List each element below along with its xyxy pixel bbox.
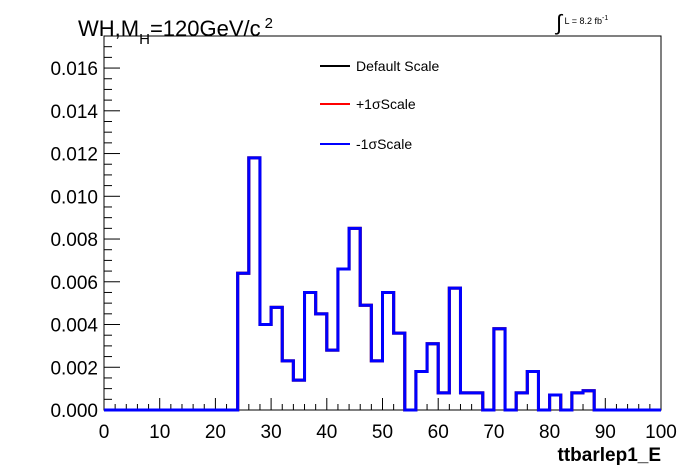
- x-tick-label: 60: [428, 422, 449, 443]
- x-tick-label: 20: [205, 422, 226, 443]
- y-tick-label: 0.004: [50, 316, 98, 337]
- y-tick-label: 0.016: [50, 59, 98, 80]
- luminosity-superscript: -1: [602, 15, 609, 22]
- y-tick-label: 0.008: [50, 230, 98, 251]
- legend-label-default: Default Scale: [356, 58, 440, 74]
- series-line-plus: [104, 156, 661, 412]
- legend-item-minus: -1σScale: [320, 136, 412, 152]
- legend-swatch-minus: [320, 143, 350, 145]
- x-tick-label: 40: [316, 422, 337, 443]
- x-tick-label: 90: [595, 422, 616, 443]
- y-tick-label: 0.010: [50, 187, 98, 208]
- legend-label-plus: +1σScale: [356, 96, 416, 112]
- y-axis: 0.000 0.002 0.004 0.006 0.008 0.010 0.012 0.014…: [50, 35, 120, 422]
- series-layer: [104, 156, 661, 412]
- x-axis-label: ttbarlep1_E: [558, 445, 661, 466]
- integral-symbol: ∫: [556, 10, 563, 35]
- x-tick-label: 80: [539, 422, 560, 443]
- x-tick-label: 100: [645, 422, 677, 443]
- legend-swatch-plus: [320, 103, 350, 105]
- x-tick-label: 10: [149, 422, 170, 443]
- title-subscript: H: [139, 31, 150, 48]
- x-tick-label: 50: [372, 422, 393, 443]
- x-tick-label: 30: [261, 422, 282, 443]
- title-superscript: 2: [264, 15, 273, 32]
- legend-label-minus: -1σScale: [356, 136, 413, 152]
- y-tick-label: 0.006: [50, 273, 98, 294]
- legend-swatch-default: [320, 65, 350, 67]
- series-line-default: [104, 156, 661, 412]
- y-tick-label: 0.012: [50, 145, 98, 166]
- x-tick-label: 70: [483, 422, 504, 443]
- y-tick-label: 0.000: [50, 401, 98, 422]
- luminosity-label: ∫ L = 8.2 fb-1: [556, 12, 609, 34]
- x-tick-label: 0: [99, 422, 110, 443]
- y-tick-label: 0.002: [50, 358, 98, 379]
- luminosity-text: L = 8.2 fb: [564, 16, 602, 26]
- series-line-minus: [104, 156, 661, 412]
- legend-item-plus: +1σScale: [320, 96, 416, 112]
- legend-item-default: Default Scale: [320, 58, 439, 74]
- x-axis: 0 10 20 30 40 50 60 70 80 90 100: [99, 398, 677, 443]
- y-tick-label: 0.014: [50, 102, 98, 123]
